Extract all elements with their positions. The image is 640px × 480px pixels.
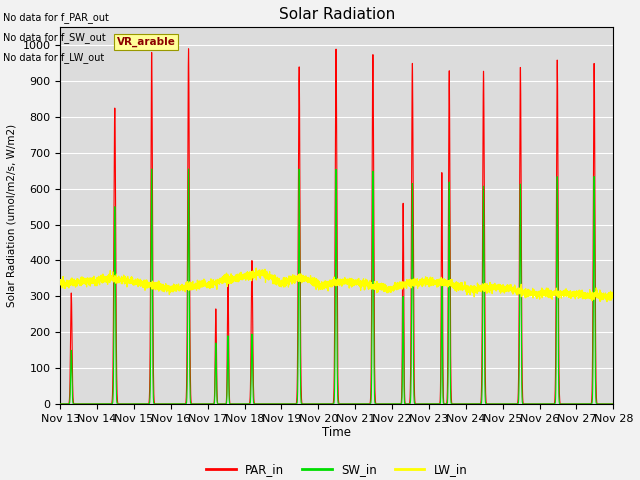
Title: Solar Radiation: Solar Radiation <box>278 7 395 22</box>
Y-axis label: Solar Radiation (umol/m2/s, W/m2): Solar Radiation (umol/m2/s, W/m2) <box>7 124 17 307</box>
Text: No data for f_SW_out: No data for f_SW_out <box>3 32 106 43</box>
Legend: PAR_in, SW_in, LW_in: PAR_in, SW_in, LW_in <box>202 458 472 480</box>
Text: VR_arable: VR_arable <box>116 36 175 47</box>
Text: No data for f_LW_out: No data for f_LW_out <box>3 52 104 63</box>
X-axis label: Time: Time <box>323 426 351 440</box>
Text: No data for f_PAR_out: No data for f_PAR_out <box>3 12 109 23</box>
